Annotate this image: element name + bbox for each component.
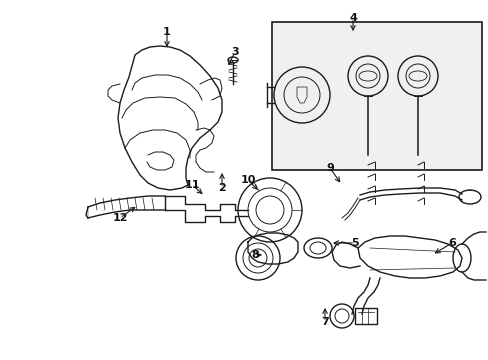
- Text: 11: 11: [184, 180, 199, 190]
- Text: 5: 5: [350, 238, 358, 248]
- Text: 6: 6: [447, 238, 455, 248]
- Text: 10: 10: [240, 175, 255, 185]
- Text: 8: 8: [251, 250, 258, 260]
- Text: 12: 12: [112, 213, 127, 223]
- Text: 2: 2: [218, 183, 225, 193]
- Text: 1: 1: [163, 27, 170, 37]
- Text: 4: 4: [348, 13, 356, 23]
- Text: 7: 7: [321, 317, 328, 327]
- Text: 3: 3: [231, 47, 238, 57]
- Text: 9: 9: [325, 163, 333, 173]
- FancyBboxPatch shape: [271, 22, 481, 170]
